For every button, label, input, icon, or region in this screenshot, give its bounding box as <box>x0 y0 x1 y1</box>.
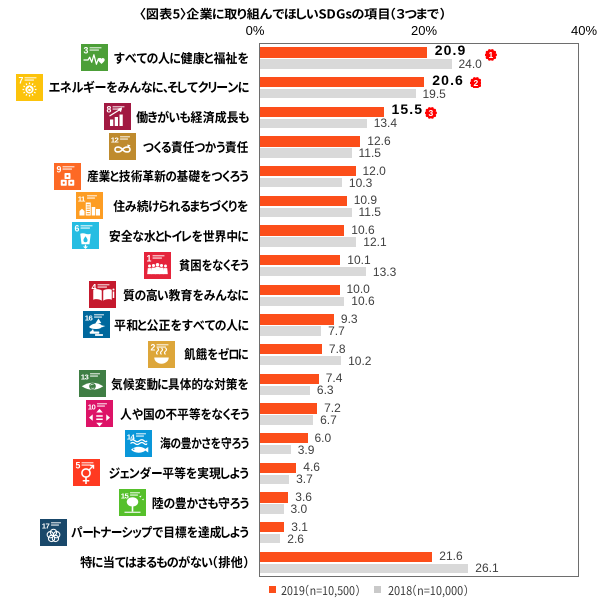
svg-text:17: 17 <box>41 521 49 530</box>
svg-text:3: 3 <box>428 108 433 118</box>
svg-text:15: 15 <box>120 491 129 500</box>
svg-text:5: 5 <box>76 461 81 471</box>
svg-text:11: 11 <box>78 195 86 204</box>
svg-text:1: 1 <box>489 50 494 60</box>
svg-text:8: 8 <box>107 105 112 115</box>
svg-text:2: 2 <box>473 77 478 87</box>
svg-text:12: 12 <box>111 135 119 144</box>
svg-text:10: 10 <box>88 402 96 411</box>
svg-text:16: 16 <box>85 313 94 322</box>
svg-text:2: 2 <box>151 342 156 352</box>
svg-text:3: 3 <box>84 46 89 56</box>
svg-text:1: 1 <box>147 253 152 263</box>
svg-text:4: 4 <box>91 283 96 293</box>
svg-text:6: 6 <box>75 224 80 234</box>
svg-text:9: 9 <box>57 164 62 174</box>
svg-text:13: 13 <box>81 373 90 382</box>
svg-text:14: 14 <box>126 432 135 441</box>
svg-text:7: 7 <box>18 75 23 85</box>
